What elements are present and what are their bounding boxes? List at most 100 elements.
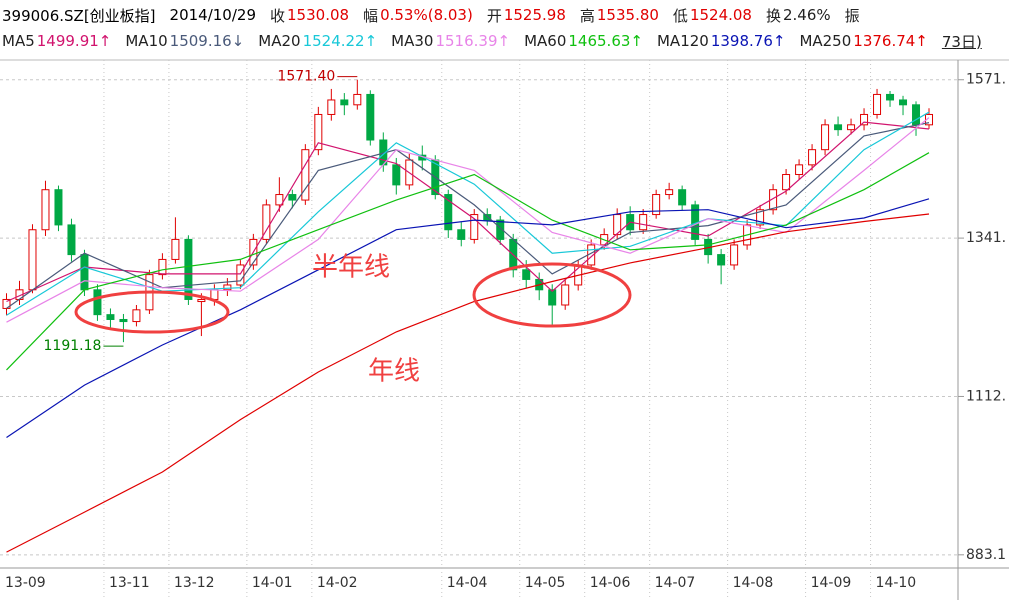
candle-body [158, 258, 167, 276]
legend-suffix: 73日) [941, 32, 982, 51]
quote-value: 0.53%(8.03) [380, 6, 473, 24]
ma-line [6, 152, 930, 371]
highlight-ellipse [74, 290, 230, 334]
candle-body [210, 289, 219, 300]
candle-body [678, 189, 687, 206]
candle-body [769, 189, 778, 211]
legend-name: MA250 [799, 32, 852, 50]
x-tick-label: 13-09 [5, 575, 46, 591]
candle-body [236, 264, 245, 286]
candle-body [886, 93, 895, 101]
date: 2014/10/29 [169, 6, 256, 24]
candle-body [639, 214, 648, 231]
candle-body [821, 124, 830, 151]
candle-body [496, 219, 505, 240]
legend-name: MA120 [656, 32, 709, 50]
candle-body [171, 238, 180, 260]
legend-name: MA10 [125, 32, 168, 50]
y-tick-label: 1571. [966, 72, 1006, 88]
candle-body [470, 214, 479, 240]
legend-value: 1524.22↑ [302, 32, 378, 50]
candle-body [795, 164, 804, 176]
quote-label: 低 [672, 6, 688, 25]
candle-body [860, 113, 869, 126]
quote-label: 换 [765, 6, 781, 25]
candle-body [93, 289, 102, 316]
candle-body [912, 104, 921, 126]
candle-body [847, 124, 856, 131]
candle-body [457, 229, 466, 240]
quote-value: 2.46% [782, 6, 831, 24]
x-tick-label: 14-07 [655, 575, 696, 591]
legend-value: 1376.74↑ [853, 32, 928, 50]
highlight-ellipse [472, 262, 632, 328]
legend-value: 1509.16↓ [169, 32, 245, 50]
extreme-label: 1571.40 [277, 69, 335, 85]
candle-body [899, 99, 908, 106]
ma-legend: MA5 1499.91↑ MA10 1509.16↓ MA20 1524.22↑ MA30 1… [2, 29, 984, 53]
candle-body [834, 124, 843, 131]
candle-body [808, 149, 817, 166]
candle-body [314, 113, 323, 151]
legend-value: 1499.91↑ [36, 32, 112, 50]
quote-label: 幅 [363, 6, 379, 25]
x-tick-label: 14-02 [317, 575, 358, 591]
x-tick-label: 14-09 [811, 575, 852, 591]
legend-value: 1398.76↑ [710, 32, 786, 50]
ma-line [6, 121, 930, 303]
candle-body [275, 194, 284, 206]
candle-body [132, 309, 141, 323]
quote-value: 1524.08 [689, 6, 752, 24]
candle-body [119, 318, 128, 323]
x-tick-label: 14-04 [447, 575, 488, 591]
annotation: 年线 [368, 357, 420, 387]
candle-body [28, 229, 37, 291]
x-tick-label: 13-12 [174, 575, 215, 591]
quote-bar: 399006.SZ[创业板指] 2014/10/29 收 1530.08 幅 0.53… [2, 3, 862, 27]
quote-label: 振 [844, 6, 860, 25]
x-tick-label: 14-05 [525, 575, 566, 591]
x-tick-label: 14-01 [252, 575, 293, 591]
candle-body [184, 238, 193, 300]
candle-body [561, 284, 570, 306]
candle-body [67, 224, 76, 256]
candle-body [353, 93, 362, 106]
x-tick-label: 14-06 [590, 575, 631, 591]
candle-body [548, 289, 557, 306]
legend-name: MA60 [524, 32, 567, 50]
candle-body [262, 204, 271, 240]
ma-line [6, 117, 930, 323]
legend-value: 1465.63↑ [568, 32, 643, 50]
y-tick-label: 883.1 [966, 547, 1006, 563]
candle-body [197, 298, 206, 303]
symbol: 399006.SZ[创业板指] [2, 6, 156, 25]
quote-value: 1525.98 [503, 6, 566, 24]
candle-body [873, 93, 882, 115]
candle-body [301, 149, 310, 201]
candle-body [717, 254, 726, 266]
legend-name: MA20 [258, 32, 301, 50]
candle-body [327, 99, 336, 115]
ma-line [6, 198, 930, 438]
candle-body [54, 189, 63, 226]
quote-value: 1535.80 [596, 6, 659, 24]
candle-body [756, 209, 765, 226]
legend-name: MA30 [391, 32, 434, 50]
extreme-label: 1191.18 [44, 338, 102, 354]
candle-body [483, 214, 492, 221]
quote-label: 开 [486, 6, 502, 25]
candle-body [665, 189, 674, 196]
legend-value: 1516.39↑ [435, 32, 511, 50]
candle-body [782, 174, 791, 191]
candle-body [730, 244, 739, 266]
quote-label: 高 [579, 6, 595, 25]
candle-body [522, 269, 531, 280]
x-tick-label: 13-11 [109, 575, 150, 591]
ma-line [6, 213, 930, 553]
y-tick-label: 1341. [966, 230, 1006, 246]
y-tick-label: 1112. [966, 388, 1006, 404]
candle-body [392, 164, 401, 186]
ma-line [6, 122, 930, 309]
